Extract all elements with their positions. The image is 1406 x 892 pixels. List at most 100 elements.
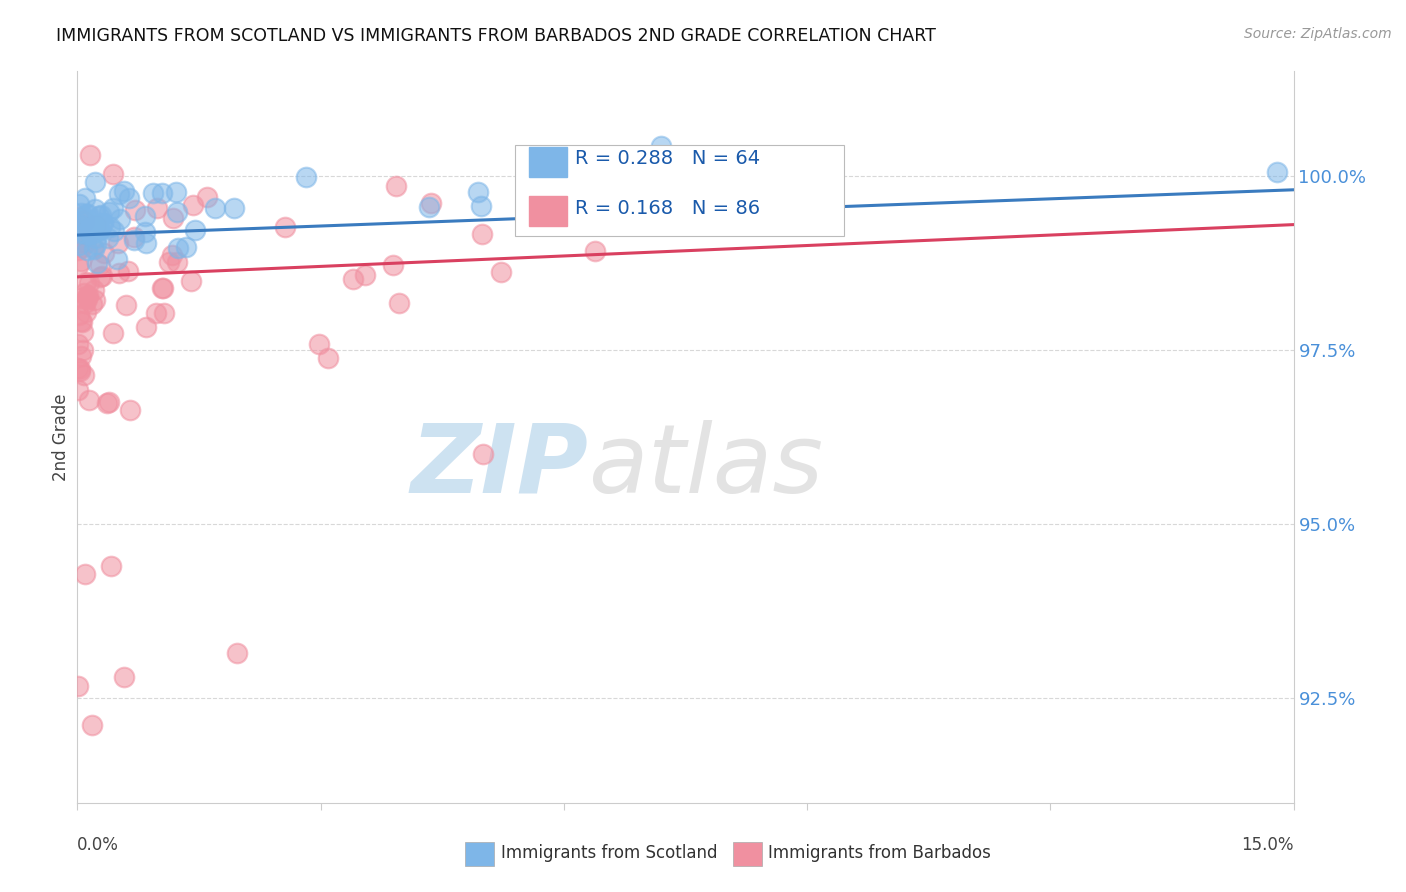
FancyBboxPatch shape (465, 842, 495, 866)
Point (75, 566, 97, 581)
Point (97, 205, 120, 219)
Y-axis label: 2nd Grade: 2nd Grade (52, 393, 70, 481)
Point (96, 396, 118, 410)
Point (73, 285, 96, 300)
Point (222, 202, 245, 216)
Point (89, 270, 111, 285)
Point (184, 223, 207, 237)
Point (150, 281, 173, 295)
Point (86, 220, 108, 235)
Point (491, 265, 513, 279)
Point (122, 233, 145, 247)
Point (73, 235, 96, 249)
Point (89, 209, 111, 223)
Point (69, 292, 91, 306)
Point (122, 229, 145, 244)
Text: atlas: atlas (588, 420, 823, 513)
Point (97, 231, 120, 245)
Point (76, 206, 98, 220)
Point (72, 343, 94, 357)
Point (73, 368, 96, 382)
Point (308, 337, 330, 351)
Point (69, 362, 91, 376)
Text: Source: ZipAtlas.com: Source: ZipAtlas.com (1244, 27, 1392, 41)
Point (583, 244, 606, 259)
Point (90, 269, 112, 284)
Point (100, 558, 122, 573)
Text: R = 0.288   N = 64: R = 0.288 N = 64 (575, 149, 759, 168)
Point (67, 243, 90, 257)
FancyBboxPatch shape (515, 145, 844, 235)
Point (120, 403, 142, 417)
Point (117, 264, 139, 278)
Text: 15.0%: 15.0% (1241, 836, 1294, 854)
Point (77, 288, 100, 302)
Point (118, 191, 141, 205)
Point (112, 184, 135, 198)
Point (108, 187, 131, 202)
Point (226, 646, 249, 660)
Point (418, 200, 440, 214)
Point (108, 266, 131, 280)
Point (73, 214, 96, 228)
Point (381, 259, 404, 273)
Point (75, 227, 97, 241)
Point (145, 306, 167, 320)
Point (204, 201, 226, 215)
Point (67, 237, 90, 252)
Point (67, 360, 90, 375)
Point (86, 218, 108, 232)
Point (142, 186, 165, 200)
Point (69, 197, 91, 211)
Point (67, 259, 90, 273)
Point (72, 325, 94, 339)
Point (107, 235, 129, 250)
Point (135, 320, 157, 334)
Point (110, 212, 132, 227)
Point (112, 670, 135, 684)
Point (162, 211, 184, 226)
Point (103, 224, 125, 238)
Point (69, 219, 91, 233)
Point (471, 227, 494, 241)
Point (135, 235, 157, 250)
Point (86, 256, 108, 270)
Point (82, 297, 104, 311)
Point (69, 253, 91, 268)
Text: R = 0.168   N = 86: R = 0.168 N = 86 (575, 199, 759, 218)
Point (79, 276, 101, 290)
Text: Immigrants from Scotland: Immigrants from Scotland (501, 844, 717, 863)
Point (67, 226, 90, 240)
FancyBboxPatch shape (529, 195, 568, 227)
Point (146, 202, 169, 216)
Point (79, 220, 101, 235)
Point (115, 298, 138, 312)
Point (70, 349, 93, 363)
Text: 0.0%: 0.0% (77, 836, 120, 854)
Point (87, 222, 110, 236)
Point (174, 240, 197, 254)
Point (166, 205, 188, 219)
Point (73, 296, 96, 310)
Point (67, 336, 90, 351)
Point (70, 240, 93, 254)
Point (67, 227, 90, 241)
Point (80, 227, 103, 241)
Point (124, 203, 146, 218)
Point (388, 296, 411, 310)
Point (420, 196, 443, 211)
Point (180, 274, 202, 288)
Point (274, 219, 297, 234)
Point (84, 293, 107, 307)
Point (153, 306, 176, 320)
Point (79, 223, 101, 237)
FancyBboxPatch shape (733, 842, 762, 866)
Point (82, 226, 104, 240)
Point (93, 246, 115, 260)
Point (157, 254, 180, 268)
Point (181, 198, 204, 212)
Point (83, 283, 105, 297)
Point (86, 237, 108, 252)
Point (471, 448, 494, 462)
Point (84, 230, 107, 244)
